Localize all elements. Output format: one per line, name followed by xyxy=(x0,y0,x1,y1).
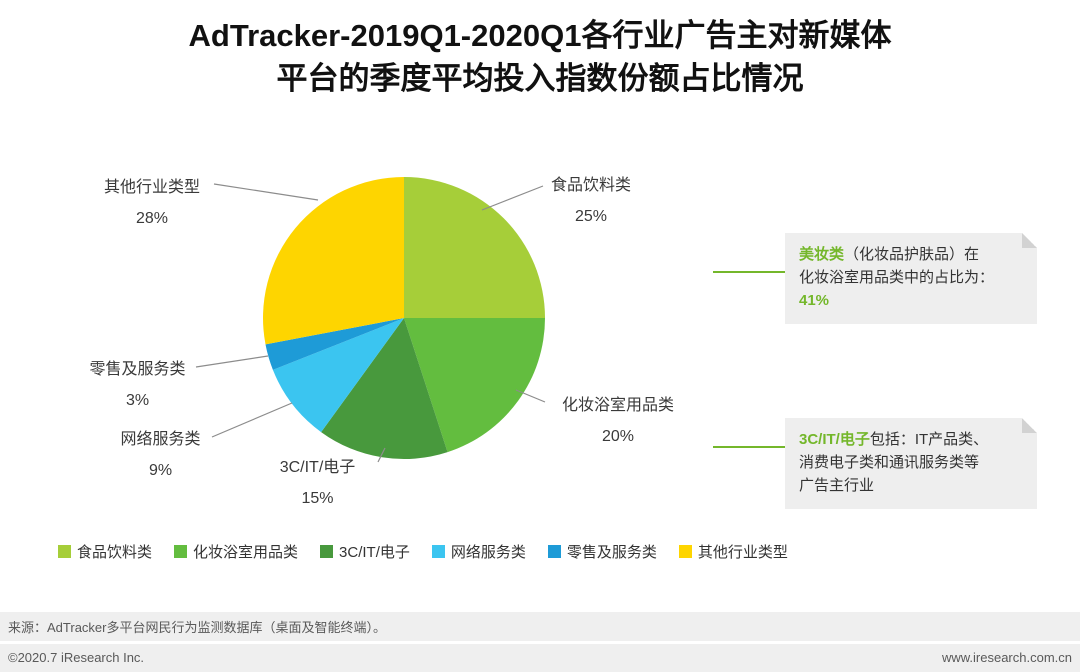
pie-slice-2 xyxy=(321,318,448,460)
copyright-text: ©2020.7 iResearch Inc. xyxy=(8,650,145,665)
callout-beauty-value: 41% xyxy=(799,292,830,309)
pie-slice-1 xyxy=(404,318,545,453)
slice-label-network: 网络服务类 9% xyxy=(108,424,213,486)
leader-line-3c xyxy=(377,447,386,463)
leader-line-other xyxy=(213,183,319,201)
callout-electronics-line1: 3C/IT/电子包括：IT产品类、 xyxy=(799,428,1023,451)
slice-label-cosmetic: 化妆浴室用品类 20% xyxy=(548,390,688,452)
callout-electronics-rest: 包括：IT产品类、 xyxy=(869,431,989,448)
callout-beauty-rest: （化妆品护肤品）在 xyxy=(844,246,980,263)
chart-legend: 食品饮料类 化妆浴室用品类 3C/IT/电子 网络服务类 零售及服务类 其他行业… xyxy=(58,541,1038,562)
slice-label-other: 其他行业类型 28% xyxy=(88,172,216,234)
legend-item-3c: 3C/IT/电子 xyxy=(320,541,410,562)
legend-label-network: 网络服务类 xyxy=(450,544,526,561)
page-title-line2: 平台的季度平均投入指数份额占比情况 xyxy=(276,61,804,96)
slice-label-food-pct: 25% xyxy=(574,208,608,225)
legend-swatch-network xyxy=(431,545,445,558)
slice-label-network-name: 网络服务类 xyxy=(120,431,201,448)
website-link[interactable]: www.iresearch.com.cn xyxy=(941,650,1072,665)
slice-label-cosmetic-name: 化妆浴室用品类 xyxy=(561,397,674,414)
callout-beauty: 美妆类（化妆品护肤品）在 化妆浴室用品类中的占比为： 41% xyxy=(785,233,1037,324)
callout-beauty-line2: 化妆浴室用品类中的占比为： xyxy=(799,269,995,286)
slice-label-3c-pct: 15% xyxy=(301,490,334,507)
callout-beauty-connector xyxy=(713,271,785,273)
callout-electronics: 3C/IT/电子包括：IT产品类、 消费电子类和通讯服务类等 广告主行业 xyxy=(785,418,1037,509)
slice-label-cosmetic-pct: 20% xyxy=(601,428,635,445)
legend-label-cosmetic: 化妆浴室用品类 xyxy=(193,544,299,561)
pie-slices-group xyxy=(263,177,545,460)
slice-label-other-pct: 28% xyxy=(135,210,169,227)
slice-label-retail-name: 零售及服务类 xyxy=(89,361,186,378)
leader-line-food xyxy=(481,185,544,211)
footer: 来源：AdTracker多平台网民行为监测数据库（桌面及智能终端）。 ©2020… xyxy=(0,612,1080,672)
slice-label-retail: 零售及服务类 3% xyxy=(80,354,195,416)
leader-line-retail xyxy=(195,355,269,368)
page-title-line1: AdTracker-2019Q1-2020Q1各行业广告主对新媒体 xyxy=(188,18,892,53)
leader-line-cosmetic xyxy=(515,389,546,403)
slice-label-food: 食品饮料类 25% xyxy=(545,170,637,232)
slice-label-3c: 3C/IT/电子 15% xyxy=(255,452,380,514)
legend-item-network: 网络服务类 xyxy=(431,541,526,562)
slice-label-other-name: 其他行业类型 xyxy=(103,179,200,196)
legend-item-retail: 零售及服务类 xyxy=(547,541,657,562)
source-note: 来源：AdTracker多平台网民行为监测数据库（桌面及智能终端）。 xyxy=(0,612,1080,641)
slice-label-retail-pct: 3% xyxy=(125,392,150,409)
leader-lines-group xyxy=(195,183,546,463)
slice-label-food-name: 食品饮料类 xyxy=(550,177,631,194)
pie-slice-3 xyxy=(272,318,404,433)
slice-label-3c-name: 3C/IT/电子 xyxy=(279,459,356,476)
legend-swatch-food xyxy=(58,545,71,558)
pie-slice-0 xyxy=(404,177,545,318)
legend-label-3c: 3C/IT/电子 xyxy=(339,544,410,561)
callout-electronics-connector xyxy=(713,446,785,448)
slice-label-network-pct: 9% xyxy=(148,462,173,479)
pie-slice-5 xyxy=(263,177,404,345)
legend-swatch-3c xyxy=(320,545,334,558)
legend-item-cosmetic: 化妆浴室用品类 xyxy=(174,541,298,562)
footer-bottom-bar: ©2020.7 iResearch Inc. www.iresearch.com… xyxy=(0,644,1080,672)
legend-swatch-other xyxy=(678,545,692,558)
callout-electronics-line3: 广告主行业 xyxy=(799,477,875,494)
legend-swatch-retail xyxy=(547,545,561,558)
leader-line-network xyxy=(211,402,293,438)
callout-beauty-line1: 美妆类（化妆品护肤品）在 xyxy=(799,243,1023,266)
legend-label-other: 其他行业类型 xyxy=(697,544,788,561)
callout-electronics-line2: 消费电子类和通讯服务类等 xyxy=(799,454,980,471)
callout-electronics-highlight: 3C/IT/电子 xyxy=(799,431,870,448)
legend-item-other: 其他行业类型 xyxy=(678,541,788,562)
callout-beauty-highlight: 美妆类 xyxy=(799,246,845,263)
legend-label-food: 食品饮料类 xyxy=(77,544,153,561)
legend-label-retail: 零售及服务类 xyxy=(566,544,657,561)
pie-slice-4 xyxy=(265,318,404,370)
legend-swatch-cosmetic xyxy=(174,545,188,558)
page-title: AdTracker-2019Q1-2020Q1各行业广告主对新媒体 平台的季度平… xyxy=(0,14,1080,100)
legend-item-food: 食品饮料类 xyxy=(58,541,152,562)
